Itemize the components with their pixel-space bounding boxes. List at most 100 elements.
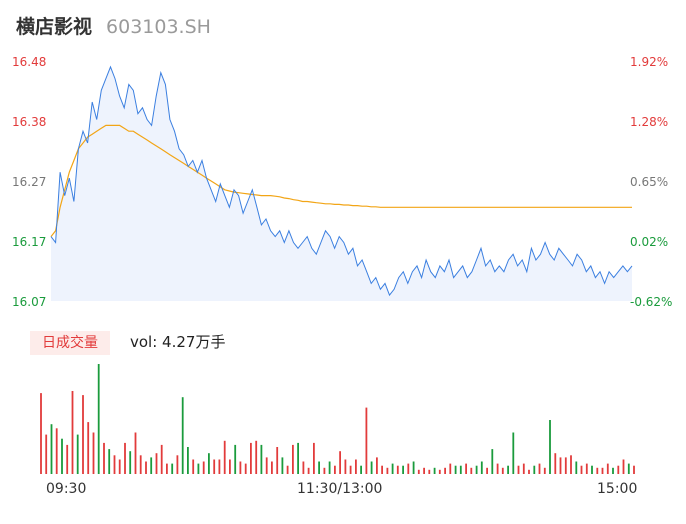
volume-bar — [344, 459, 347, 474]
volume-bar — [82, 395, 84, 474]
pct-tick-label: 0.02% — [630, 235, 669, 249]
volume-bar — [512, 432, 515, 474]
volume-bar — [124, 442, 126, 474]
volume-bar — [538, 463, 541, 474]
stock-header: 横店影视 603103.SH — [16, 12, 211, 40]
volume-bar — [118, 459, 121, 474]
volume-bar — [360, 465, 362, 474]
volume-bar — [444, 467, 446, 474]
volume-bar — [517, 465, 520, 474]
volume-bar — [129, 451, 132, 474]
volume-bar — [66, 444, 69, 474]
volume-bar — [412, 461, 415, 474]
stock-code: 603103.SH — [106, 16, 211, 38]
volume-bar — [423, 467, 425, 474]
volume-bar — [71, 391, 74, 474]
volume-bar — [612, 467, 614, 474]
volume-bar — [197, 463, 200, 474]
price-tick-label: 16.17 — [12, 235, 47, 249]
volume-bar — [407, 463, 410, 474]
volume-bar — [486, 467, 488, 474]
volume-bar — [150, 457, 153, 474]
volume-bar — [313, 442, 315, 474]
volume-bar — [428, 469, 431, 474]
volume-bar — [617, 465, 620, 474]
volume-bar — [192, 459, 195, 474]
pct-tick-label: 1.92% — [630, 55, 669, 69]
volume-bar — [113, 455, 116, 474]
volume-bar — [181, 397, 184, 474]
volume-bar — [250, 442, 252, 474]
volume-bar — [507, 465, 509, 474]
volume-badge: 日成交量 — [30, 331, 110, 355]
volume-bar — [402, 465, 404, 474]
volume-bar — [318, 461, 320, 474]
volume-bar — [328, 461, 331, 474]
volume-bar — [223, 440, 226, 474]
volume-bar — [585, 463, 588, 474]
volume-bar — [61, 438, 63, 474]
volume-bar — [454, 465, 457, 474]
volume-bar — [255, 440, 258, 474]
volume-bar — [76, 434, 79, 474]
volume-bar — [218, 459, 221, 474]
volume-bar — [171, 463, 174, 474]
time-label-open: 09:30 — [46, 481, 87, 497]
time-label-midday: 11:30/13:00 — [297, 481, 383, 497]
volume-bar — [496, 463, 499, 474]
volume-bar — [265, 457, 268, 474]
price-tick-label: 16.48 — [12, 55, 47, 69]
volume-bar — [396, 465, 399, 474]
volume-bar — [575, 461, 578, 474]
volume-bar — [307, 467, 310, 474]
volume-bar — [596, 467, 599, 474]
volume-bar — [323, 467, 326, 474]
volume-bar — [213, 459, 216, 474]
volume-bar — [40, 393, 42, 474]
volume-bar — [381, 465, 383, 474]
volume-bar — [470, 467, 473, 474]
volume-bar — [554, 453, 557, 474]
volume-bar — [459, 465, 462, 474]
volume-bar — [166, 463, 168, 474]
volume-bar — [549, 420, 551, 474]
volume-bar — [501, 467, 504, 474]
volume-bar — [355, 459, 357, 474]
volume-bar — [234, 444, 237, 474]
volume-bar — [601, 467, 604, 474]
volume-bar — [155, 453, 158, 474]
volume-bar — [160, 444, 163, 474]
volume-bar — [271, 461, 273, 474]
volume-bar — [475, 465, 478, 474]
price-tick-label: 16.27 — [12, 175, 47, 189]
volume-bar — [591, 465, 593, 474]
volume-bar — [391, 463, 394, 474]
volume-bar — [433, 467, 436, 474]
volume-bar — [286, 465, 289, 474]
volume-bar — [50, 424, 53, 474]
volume-bar — [417, 469, 420, 474]
volume-bar — [465, 463, 467, 474]
volume-bar — [528, 469, 530, 474]
volume-bar — [229, 459, 231, 474]
volume-bar — [97, 364, 100, 474]
volume-bar — [45, 434, 48, 474]
volume-bar — [386, 467, 389, 474]
volume-bar — [570, 455, 572, 474]
volume-bar — [365, 407, 368, 474]
volume-bar — [302, 461, 305, 474]
volume-bar — [297, 442, 299, 474]
volume-bar — [176, 455, 179, 474]
volume-bar — [376, 457, 378, 474]
volume-bar — [244, 463, 247, 474]
volume-bar — [108, 449, 111, 474]
volume-bar — [103, 442, 105, 474]
volume-bar — [580, 465, 583, 474]
volume-bar — [559, 457, 562, 474]
pct-tick-label: 1.28% — [630, 115, 669, 129]
volume-bar — [627, 463, 630, 474]
volume-bar — [239, 461, 242, 474]
time-label-close: 15:00 — [597, 481, 638, 497]
volume-bar — [281, 457, 284, 474]
